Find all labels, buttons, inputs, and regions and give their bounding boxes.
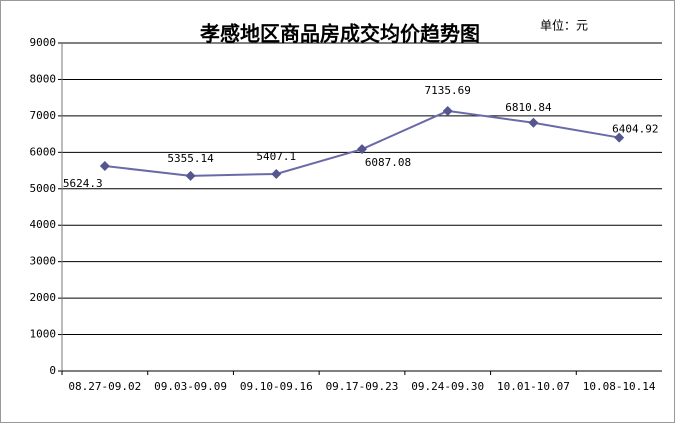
x-tick-label: 09.24-09.30 xyxy=(411,380,484,393)
y-tick-label: 8000 xyxy=(30,72,57,85)
data-point xyxy=(442,105,453,116)
data-label: 7135.69 xyxy=(425,84,471,97)
data-point xyxy=(528,117,539,128)
chart-title: 孝感地区商品房成交均价趋势图 xyxy=(199,22,480,46)
data-point xyxy=(185,170,196,181)
data-label: 6404.92 xyxy=(612,123,658,136)
data-label: 5624.3 xyxy=(63,177,103,190)
data-point xyxy=(357,144,367,155)
data-label: 6810.84 xyxy=(505,101,552,114)
x-tick-label: 09.10-09.16 xyxy=(240,380,313,393)
y-tick-label: 9000 xyxy=(30,36,57,49)
y-tick-label: 2000 xyxy=(30,291,57,304)
y-tick-label: 3000 xyxy=(30,255,57,268)
y-tick-label: 4000 xyxy=(30,218,57,231)
data-point xyxy=(99,161,110,172)
y-tick-label: 5000 xyxy=(30,182,57,195)
x-tick-label: 08.27-09.02 xyxy=(68,380,141,393)
unit-label: 单位：元 xyxy=(540,18,588,33)
y-tick-label: 7000 xyxy=(30,109,57,122)
x-tick-label: 10.01-10.07 xyxy=(497,380,570,393)
data-label: 6087.08 xyxy=(365,156,411,169)
data-point xyxy=(614,132,625,143)
y-tick-label: 0 xyxy=(49,364,56,377)
data-label: 5355.14 xyxy=(167,152,214,165)
x-tick-label: 09.03-09.09 xyxy=(154,380,227,393)
data-point xyxy=(271,168,282,179)
y-tick-label: 6000 xyxy=(30,145,57,158)
x-tick-label: 09.17-09.23 xyxy=(326,380,399,393)
y-tick-label: 1000 xyxy=(30,328,57,341)
data-label: 5407.1 xyxy=(256,150,296,163)
x-tick-label: 10.08-10.14 xyxy=(583,380,656,393)
